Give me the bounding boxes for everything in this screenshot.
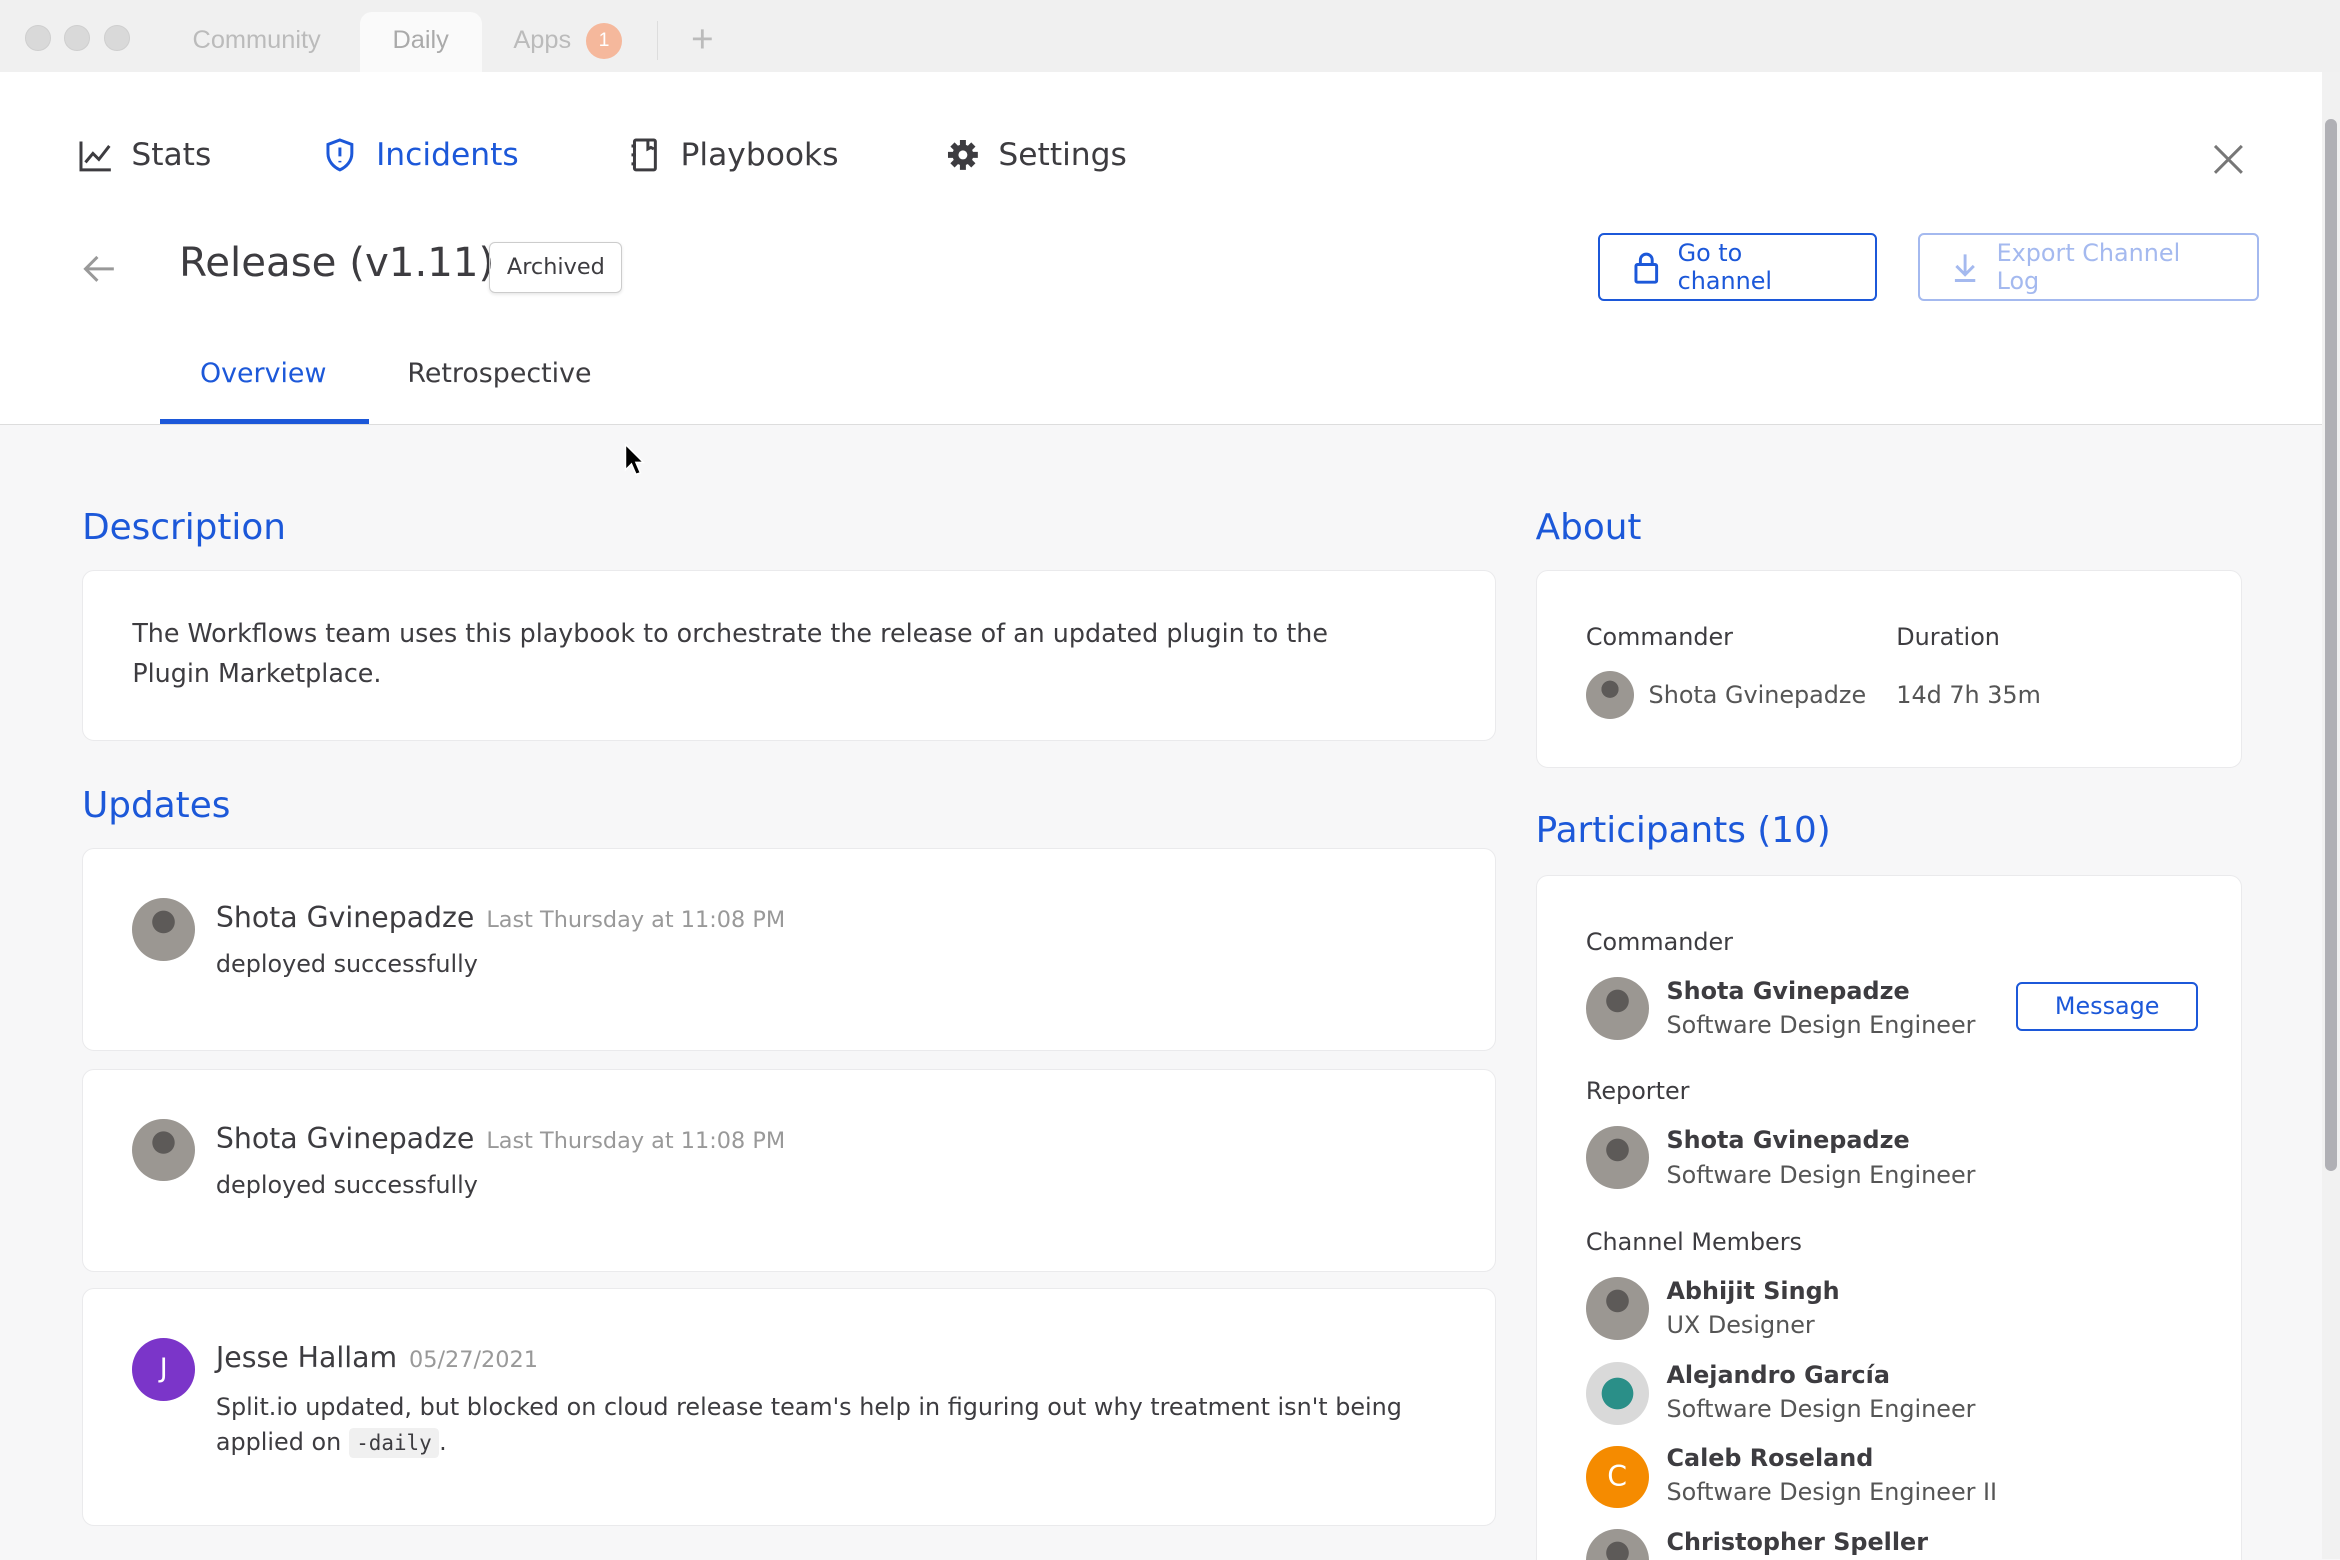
- duration-label: Duration: [1896, 623, 2000, 652]
- avatar: [1585, 1276, 1649, 1340]
- description-heading: Description: [82, 507, 286, 549]
- update-author: Shota Gvinepadze: [215, 1121, 475, 1155]
- download-icon: [1955, 254, 1976, 282]
- update-item: Shota Gvinepadze Last Thursday at 11:08 P…: [82, 1068, 1496, 1272]
- avatar: C: [1585, 1445, 1649, 1509]
- message-button[interactable]: Message: [2016, 981, 2199, 1032]
- nav-label: Playbooks: [680, 137, 839, 174]
- tab-divider: [656, 20, 659, 60]
- update-time: Last Thursday at 11:08 PM: [486, 906, 786, 933]
- nav-incidents[interactable]: Incidents: [322, 137, 519, 174]
- window-maximize-button[interactable]: [104, 25, 131, 52]
- shield-alert-icon: [326, 138, 354, 172]
- avatar: [1585, 976, 1649, 1040]
- export-channel-log-button[interactable]: Export Channel Log: [1917, 232, 2260, 302]
- tab-overview[interactable]: Overview: [199, 358, 327, 390]
- participant-name: Alejandro García: [1666, 1360, 1890, 1389]
- participant-name: Abhijit Singh: [1666, 1276, 1840, 1305]
- avatar: [1585, 1126, 1649, 1189]
- avatar: [1585, 1529, 1649, 1560]
- nav-settings[interactable]: Settings: [945, 137, 1127, 173]
- update-item: J Jesse Hallam 05/27/2021 Split.io update…: [82, 1287, 1496, 1526]
- about-heading: About: [1535, 507, 1642, 549]
- scrollbar-thumb[interactable]: [2325, 119, 2338, 1172]
- window-titlebar: [0, 0, 2340, 72]
- about-card: Commander Duration Shota Gvinepadze 14d …: [1535, 570, 2242, 768]
- nav-label: Incidents: [376, 137, 519, 174]
- inline-code: -daily: [348, 1427, 440, 1458]
- go-to-channel-button[interactable]: Go to channel: [1598, 232, 1878, 302]
- reporter-label: Reporter: [1585, 1076, 1690, 1105]
- text: Split.io updated, but blocked on cloud r…: [215, 1393, 1402, 1456]
- update-text: deployed successfully: [215, 1170, 478, 1199]
- update-author: Shota Gvinepadze: [215, 900, 475, 934]
- new-tab-button[interactable]: +: [690, 17, 714, 61]
- avatar: [132, 897, 195, 961]
- window-tab-daily[interactable]: Daily: [359, 11, 482, 72]
- window-minimize-button[interactable]: [64, 25, 91, 52]
- avatar: J: [132, 1338, 195, 1401]
- close-icon[interactable]: [2212, 143, 2245, 176]
- participant-name: Christopher Speller: [1666, 1527, 1928, 1556]
- participant-name: Shota Gvinepadze: [1666, 976, 1910, 1005]
- window-tab-apps[interactable]: Apps 1: [513, 12, 622, 72]
- commander-label: Commander: [1585, 623, 1733, 652]
- participant-name: Shota Gvinepadze: [1666, 1126, 1910, 1155]
- mouse-cursor-icon: [624, 443, 645, 476]
- incident-title: Release (v1.11): [179, 238, 495, 286]
- avatar: [132, 1118, 195, 1182]
- commander-label: Commander: [1585, 927, 1733, 956]
- button-label: Go to channel: [1677, 239, 1773, 296]
- participant-role: Software Design Engineer: [1666, 1011, 1976, 1040]
- avatar: [1585, 671, 1634, 719]
- participants-card: Commander Shota Gvinepadze Software Desi…: [1535, 874, 2242, 1560]
- window-tab-community[interactable]: Community: [192, 25, 321, 54]
- duration-value: 14d 7h 35m: [1896, 681, 2041, 710]
- description-text: The Workflows team uses this playbook to…: [132, 617, 1328, 689]
- nav-label: Settings: [998, 137, 1127, 174]
- commander-name[interactable]: Shota Gvinepadze: [1648, 681, 1867, 710]
- back-arrow-icon[interactable]: [81, 251, 117, 287]
- active-tab-indicator: [159, 419, 369, 424]
- chart-line-icon: [79, 141, 111, 172]
- channel-members-label: Channel Members: [1585, 1227, 1802, 1256]
- book-icon: [631, 138, 657, 172]
- participants-heading: Participants (10): [1535, 810, 1831, 852]
- lock-icon: [1634, 252, 1659, 284]
- nav-playbooks[interactable]: Playbooks: [627, 137, 839, 173]
- nav-label: Stats: [131, 137, 212, 174]
- update-text: Split.io updated, but blocked on cloud r…: [216, 1390, 1440, 1460]
- participant-name: Caleb Roseland: [1666, 1444, 1874, 1473]
- window-close-button[interactable]: [25, 25, 52, 52]
- text: .: [439, 1427, 447, 1456]
- unread-badge: 1: [586, 23, 622, 60]
- update-time: 05/27/2021: [409, 1347, 538, 1374]
- button-label: Export Channel Log: [1996, 239, 2181, 296]
- participant-role: Software Design Engineer: [1666, 1394, 1976, 1423]
- nav-stats[interactable]: Stats: [78, 137, 212, 174]
- participant-role: UX Designer: [1666, 1311, 1815, 1340]
- update-text: deployed successfully: [215, 950, 478, 979]
- tab-label: Apps: [513, 25, 572, 54]
- description-card: The Workflows team uses this playbook to…: [82, 570, 1496, 741]
- updates-heading: Updates: [82, 784, 231, 826]
- update-time: Last Thursday at 11:08 PM: [486, 1127, 786, 1154]
- update-item: Shota Gvinepadze Last Thursday at 11:08 P…: [82, 847, 1496, 1052]
- participant-role: Software Design Engineer II: [1666, 1478, 1998, 1507]
- gear-icon: [947, 140, 978, 171]
- tab-retrospective[interactable]: Retrospective: [407, 358, 592, 390]
- avatar: [1585, 1362, 1649, 1425]
- update-author: Jesse Hallam: [215, 1341, 398, 1375]
- status-badge: Archived: [489, 241, 623, 293]
- participant-role: Software Design Engineer: [1666, 1160, 1976, 1189]
